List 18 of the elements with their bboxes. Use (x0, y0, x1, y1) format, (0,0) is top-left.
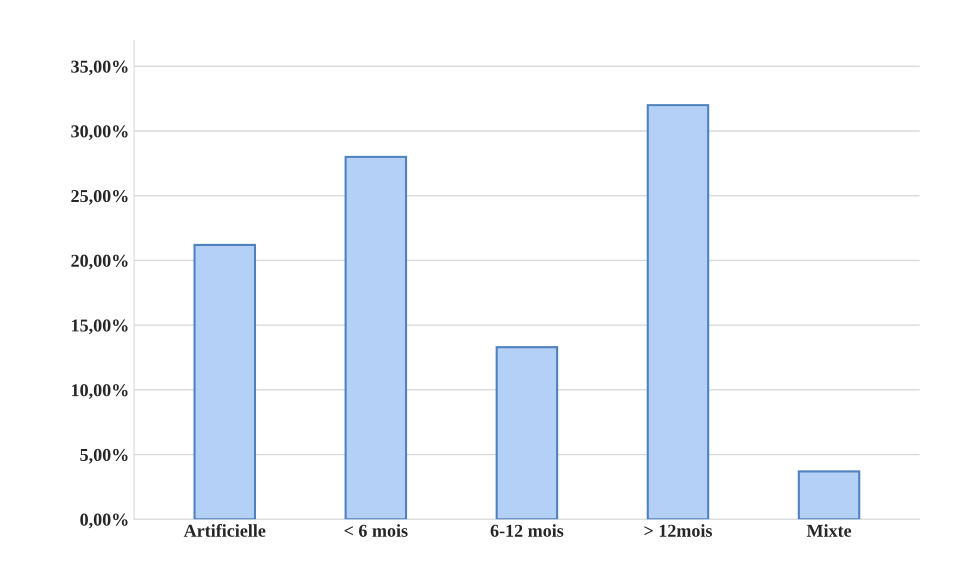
x-tick-label: Mixte (806, 524, 852, 537)
x-tick-label: 6-12 mois (490, 524, 564, 537)
y-tick-label: 10,00% (72, 384, 128, 399)
y-tick-label: 20,00% (71, 254, 128, 270)
bar (646, 104, 710, 520)
y-tick-label: 30,00% (71, 125, 128, 140)
y-tick-label: 25,00% (71, 190, 128, 205)
y-tick-label: 35,00% (71, 60, 128, 76)
bar (344, 156, 408, 520)
x-tick-label: Artificielle (184, 524, 266, 537)
bar (496, 346, 558, 520)
y-tick-label: 0,00% (80, 514, 128, 528)
x-tick-label: < 6 mois (344, 524, 408, 537)
bar (194, 244, 256, 520)
bar (798, 470, 860, 520)
y-tick-label: 5,00% (80, 448, 128, 464)
x-tick-label: > 12mois (644, 524, 712, 537)
y-tick-label: 15,00% (72, 319, 128, 334)
